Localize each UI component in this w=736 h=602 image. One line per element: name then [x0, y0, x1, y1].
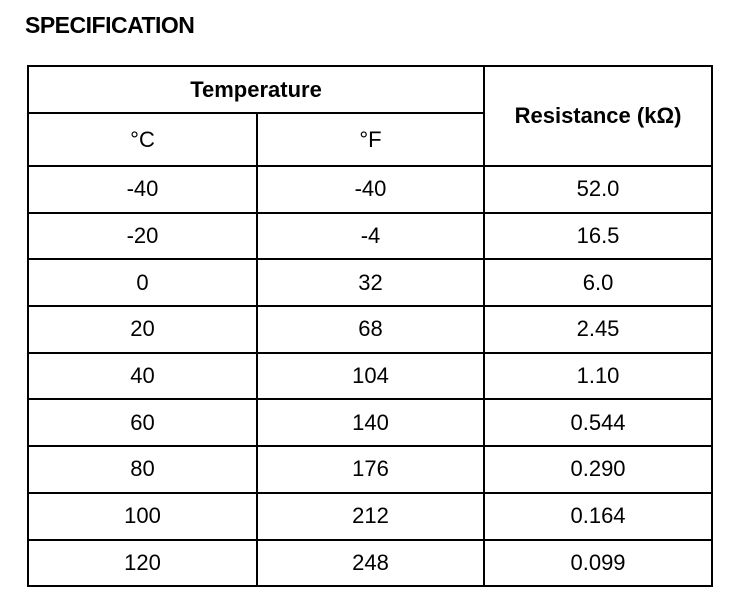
table-cell: 104 — [255, 351, 486, 401]
table-cell: 16.5 — [483, 211, 714, 261]
column-header: °F — [255, 112, 486, 167]
table-cell: 0.164 — [483, 491, 714, 541]
table-cell: -40 — [255, 165, 486, 214]
spec-table: Temperature Resistance (kΩ) °C °F -40 -40… — [26, 65, 714, 588]
column-header: °C — [27, 112, 258, 167]
table-row: 20 68 2.45 — [27, 305, 714, 354]
table-cell: 0 — [27, 258, 258, 308]
table-cell: 0.290 — [483, 445, 714, 494]
table-cell: 60 — [27, 398, 258, 448]
table-row: 60 140 0.544 — [27, 398, 714, 448]
table-cell: 140 — [255, 398, 486, 448]
table-cell: 32 — [255, 258, 486, 308]
table-row: 80 176 0.290 — [27, 445, 714, 494]
table-row: 100 212 0.164 — [27, 491, 714, 541]
table-cell: 0.099 — [483, 538, 714, 588]
table-cell: 40 — [27, 351, 258, 401]
table-row: 40 104 1.10 — [27, 351, 714, 401]
table-cell: 120 — [27, 538, 258, 588]
page-title: SPECIFICATION — [25, 12, 195, 38]
table-cell: 80 — [27, 445, 258, 494]
group-header: Temperature — [26, 65, 486, 114]
table-cell: 2.45 — [483, 305, 714, 354]
table-body: -40 -40 52.0 -20 -4 16.5 0 32 6.0 20 68 2.45 40 104 1.… — [27, 165, 714, 588]
table-row: -20 -4 16.5 — [27, 211, 714, 261]
table-row: -40 -40 52.0 — [27, 165, 714, 214]
table-cell: 212 — [255, 491, 486, 541]
table-cell: 176 — [255, 445, 486, 494]
table-row: 120 248 0.099 — [27, 538, 714, 588]
table-cell: -40 — [27, 165, 258, 214]
column-header: Resistance (kΩ) — [483, 65, 714, 167]
table-row: 0 32 6.0 — [27, 258, 714, 308]
table-cell: -20 — [27, 211, 258, 261]
table-cell: 6.0 — [483, 258, 714, 308]
table-cell: 100 — [27, 491, 258, 541]
table-cell: 68 — [255, 305, 486, 354]
table-cell: 1.10 — [483, 351, 714, 401]
table-cell: 52.0 — [483, 165, 714, 214]
table-cell: 0.544 — [483, 398, 714, 448]
table-cell: -4 — [255, 211, 486, 261]
table-cell: 248 — [255, 538, 486, 588]
table-cell: 20 — [27, 305, 258, 354]
